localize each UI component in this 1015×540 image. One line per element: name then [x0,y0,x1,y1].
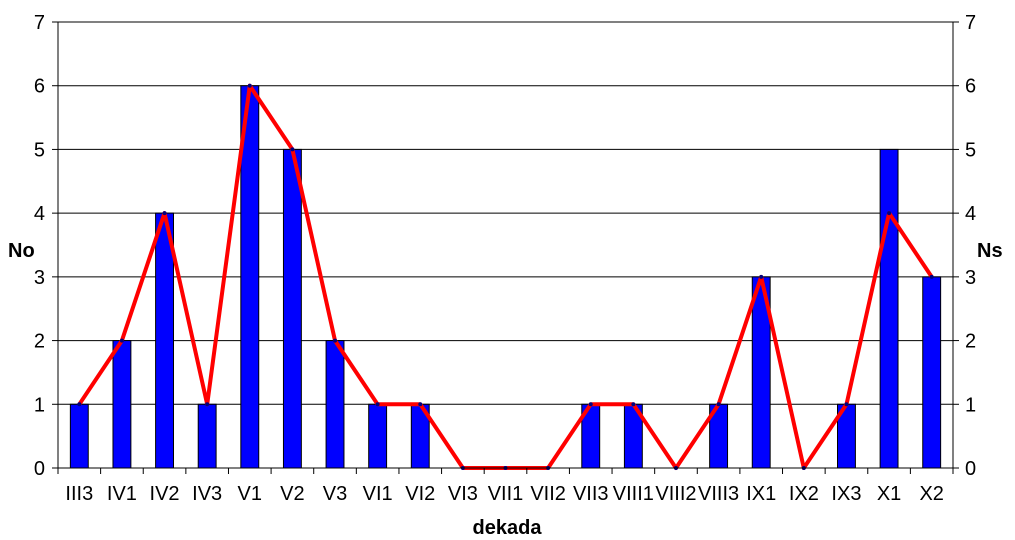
y-right-tick-label: 0 [965,458,976,480]
x-tick-label: IV1 [107,483,137,505]
y-axis-right-title: Ns [977,240,1003,262]
x-tick-label: IV2 [150,483,180,505]
y-right-tick-label: 2 [965,331,976,353]
y-right-tick-label: 5 [965,139,976,161]
line-point [844,402,849,407]
y-left-tick-label: 1 [34,394,45,416]
line-point [77,402,82,407]
line-point [588,402,593,407]
bar [112,340,132,469]
x-tick-label: VII3 [573,483,609,505]
line-point [333,338,338,343]
x-tick-label: V1 [238,483,262,505]
line-point [247,83,252,88]
line-point [375,402,380,407]
x-tick-label: VIII1 [613,483,654,505]
y-right-tick-label: 1 [965,394,976,416]
x-tick-label: VI3 [448,483,478,505]
axes [52,21,959,474]
x-tick-label: VI2 [405,483,435,505]
x-tick-label: X1 [877,483,901,505]
x-tick-label: IX3 [831,483,861,505]
bar [69,403,89,469]
line-point [631,402,636,407]
line-point [716,402,721,407]
bar [155,212,174,469]
tick-labels: 0 0 1 1 2 2 3 3 4 4 5 5 6 6 7 7 III3 IV1 IV2 IV3 V1 V2 V3 VI1 VI… [34,12,976,505]
bar [325,340,345,469]
x-tick-label: IX2 [789,483,819,505]
y-left-tick-label: 7 [34,12,45,34]
line-point [290,147,295,152]
line-point [418,402,423,407]
line-point [162,211,167,216]
x-tick-label: VII2 [530,483,566,505]
x-tick-label: X2 [919,483,943,505]
x-tick-label: IV3 [192,483,222,505]
line-point [759,274,764,279]
x-tick-label: VIII3 [698,483,739,505]
y-right-tick-label: 3 [965,267,976,289]
bar [197,403,217,469]
line-point [929,274,934,279]
line-point [887,211,892,216]
y-left-tick-label: 6 [34,76,45,98]
y-axis-left-title: No [8,240,35,262]
x-tick-label: V3 [323,483,347,505]
line-point [205,402,210,407]
y-left-tick-label: 0 [34,458,45,480]
y-left-tick-label: 2 [34,331,45,353]
y-left-tick-label: 5 [34,139,45,161]
gridlines [58,21,953,405]
x-tick-label: V2 [280,483,304,505]
bar [282,148,302,469]
y-right-tick-label: 7 [965,12,976,34]
y-right-tick-label: 6 [965,76,976,98]
y-right-tick-label: 4 [965,203,976,225]
x-tick-label: VII1 [488,483,524,505]
bar [922,276,942,469]
x-tick-label: VIII2 [655,483,696,505]
x-tick-label: IX1 [746,483,776,505]
x-axis-title: dekada [473,517,543,539]
bar [368,403,388,469]
x-tick-label: VI1 [363,483,393,505]
x-tick-label: III3 [65,483,93,505]
line-point [119,338,124,343]
y-left-tick-label: 3 [34,267,45,289]
y-left-tick-label: 4 [34,203,45,225]
bar [879,148,899,469]
